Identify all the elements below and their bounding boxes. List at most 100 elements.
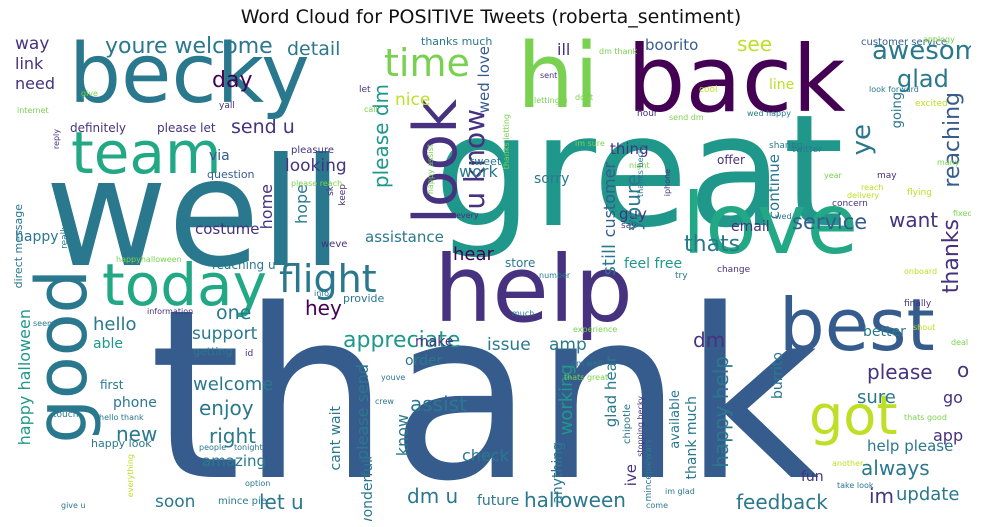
word-dm: dm bbox=[693, 328, 726, 352]
word-happy: happy bbox=[15, 229, 59, 245]
word-stopping-becky: stopping becky bbox=[636, 396, 645, 457]
word-twitter: twitter bbox=[792, 145, 822, 155]
word-getting: getting bbox=[193, 345, 233, 358]
word-customer: customer bbox=[600, 162, 619, 238]
word-awesome: awesome bbox=[872, 36, 971, 66]
word-send-dm: send dm bbox=[669, 113, 704, 122]
word-future: future bbox=[477, 493, 520, 509]
word-crew: crew bbox=[375, 397, 394, 406]
word-look: look bbox=[401, 99, 471, 224]
word-happy-assist: happy assist bbox=[426, 144, 435, 195]
word-wed-happy: wed happy bbox=[747, 109, 791, 118]
word-work: work bbox=[459, 162, 498, 181]
word-becky: becky bbox=[69, 34, 310, 122]
word-happy-help: happy help bbox=[709, 356, 733, 468]
word-welcome: welcome bbox=[193, 374, 274, 395]
word-sure: sure bbox=[857, 387, 896, 408]
word-concern: concern bbox=[832, 199, 868, 209]
word-change: change bbox=[717, 265, 751, 275]
word-know: know bbox=[393, 414, 412, 457]
word-night: night bbox=[629, 161, 650, 170]
word-reaching-u: reaching u bbox=[212, 258, 276, 272]
word-thats-great: thats great bbox=[564, 373, 609, 382]
word-able: able bbox=[93, 336, 123, 352]
word-dm-thank: dm thank bbox=[599, 47, 638, 56]
word-im-sure: im sure bbox=[575, 139, 605, 148]
word-cant-wait: cant wait bbox=[328, 406, 344, 471]
word-thank: thank bbox=[149, 260, 820, 521]
word-time: time bbox=[384, 41, 470, 85]
word-people: people bbox=[199, 443, 227, 452]
word-iphone: iphone bbox=[663, 169, 672, 197]
word-one: one bbox=[216, 302, 252, 324]
word-thing: thing bbox=[610, 140, 649, 158]
word-well: well bbox=[45, 127, 344, 301]
word-give: give bbox=[81, 89, 98, 98]
word-hi: hi bbox=[517, 34, 600, 129]
word-info: info bbox=[314, 289, 330, 298]
word-definitely: definitely bbox=[70, 121, 127, 135]
word-send-u: send u bbox=[231, 116, 295, 138]
word-halloween: halloween bbox=[524, 488, 626, 512]
word-give-u: give u bbox=[61, 501, 86, 510]
word-try: try bbox=[675, 271, 688, 281]
word-thats-good: thats good bbox=[904, 413, 947, 422]
word-available: available bbox=[668, 390, 683, 449]
word-order: order bbox=[405, 353, 443, 369]
word-see: see bbox=[737, 34, 773, 56]
word-excited: excited bbox=[915, 99, 948, 109]
word-youve: youve bbox=[381, 373, 406, 382]
word-new: new bbox=[116, 422, 158, 446]
word-help: help bbox=[434, 236, 633, 343]
word-delivery: delivery bbox=[847, 191, 880, 200]
word-let: let bbox=[359, 85, 371, 95]
word-first: first bbox=[100, 378, 124, 392]
word-option: option bbox=[245, 479, 271, 488]
word-reach: reach bbox=[861, 183, 884, 192]
word-mincepiewars: mincepiewars bbox=[644, 439, 654, 502]
word-finally: finally bbox=[904, 299, 932, 309]
word-cool: cool bbox=[699, 85, 718, 95]
word-please-dm: please dm bbox=[369, 84, 393, 189]
word-come: come bbox=[646, 501, 669, 510]
word-please-send: please send bbox=[353, 364, 372, 460]
word-weve: weve bbox=[321, 239, 348, 250]
word-provide: provide bbox=[343, 292, 385, 305]
word-every: every bbox=[456, 211, 479, 220]
word-happy-look: happy look bbox=[91, 437, 152, 450]
word-wed-love: wed love bbox=[475, 46, 493, 114]
word-customer-service: customer service bbox=[861, 37, 948, 48]
word-issue: issue bbox=[487, 335, 531, 355]
word-onboard: onboard bbox=[904, 267, 938, 276]
word-tonight: tonight bbox=[234, 443, 263, 452]
word-store: store bbox=[505, 256, 536, 270]
word-everything: everything bbox=[126, 454, 135, 498]
word-phone: phone bbox=[113, 395, 157, 411]
word-information: information bbox=[147, 307, 194, 316]
word-im-glad: im glad bbox=[665, 487, 695, 496]
word-let-u: let u bbox=[259, 490, 304, 514]
word-chipotle: chipotle bbox=[622, 404, 633, 444]
word-shout: shout bbox=[913, 323, 936, 332]
word-detail: detail bbox=[287, 38, 341, 60]
word-ive: ive bbox=[622, 464, 640, 487]
word-please-reach: please reach bbox=[291, 179, 343, 188]
word-flying: flying bbox=[907, 188, 932, 198]
word-apology: apology bbox=[923, 35, 955, 44]
word-much: much bbox=[512, 309, 535, 318]
word-need: need bbox=[15, 74, 55, 93]
word-thank-much: thank much bbox=[684, 396, 700, 480]
word-going: going bbox=[890, 92, 905, 129]
word-thats: thats bbox=[684, 232, 741, 257]
word-question: question bbox=[207, 168, 255, 181]
word-day: day bbox=[212, 68, 253, 93]
word-another: another bbox=[832, 459, 864, 468]
word-service: service bbox=[792, 210, 868, 234]
word-offer: offer bbox=[717, 153, 745, 167]
word-ye: ye bbox=[847, 124, 877, 156]
word-im: im bbox=[869, 484, 895, 508]
word-burrito: burrito bbox=[770, 352, 786, 399]
word-team: team bbox=[71, 119, 222, 187]
word-continue: continue bbox=[765, 154, 783, 220]
word-look-forward: look forward bbox=[869, 85, 919, 94]
